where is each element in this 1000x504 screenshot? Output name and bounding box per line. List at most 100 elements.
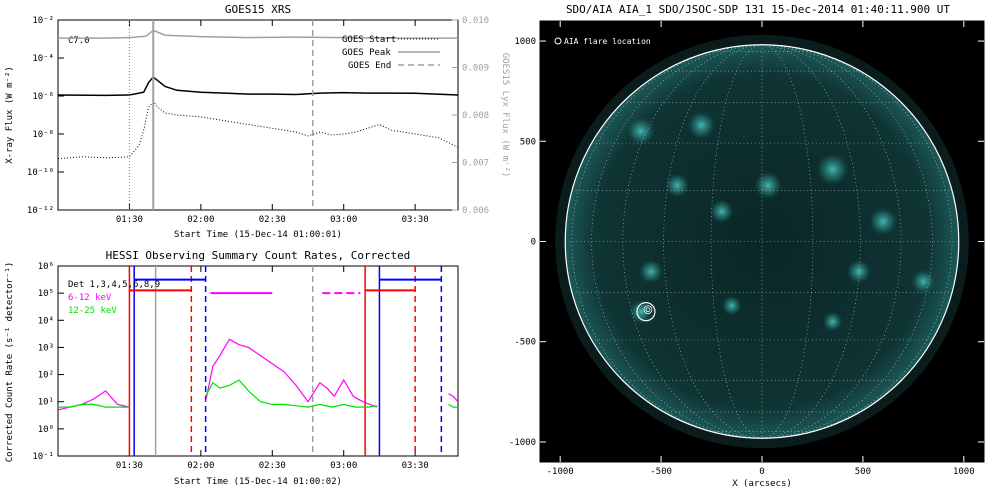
aia-active-region <box>665 173 690 198</box>
goes-axes: 01:30 02:00 02:30 03:00 03:30 10⁻² 10⁻⁴ 10⁻⁶ 10⁻… <box>27 16 489 225</box>
hessi-xtick-label: 03:00 <box>330 461 357 471</box>
aia-ytick-label: 500 <box>520 137 536 147</box>
aia-flare-contour <box>645 307 651 313</box>
aia-active-region <box>721 295 742 316</box>
hessi-xlabel: Start Time (15-Dec-14 01:00:02) <box>174 477 342 487</box>
goes-xtick-label: 03:00 <box>330 215 357 225</box>
goes-panel: GOES15 XRS X-ray Flux (W m⁻²) GOES15 Lyx… <box>5 3 510 240</box>
goes-xtick-label: 02:00 <box>187 215 214 225</box>
aia-panel: SDO/AIA AIA_1 SDO/JSOC-SDP 131 15-Dec-20… <box>509 0 1000 489</box>
hessi-xtick-label: 02:30 <box>259 461 286 471</box>
hessi-xtick-label: 02:00 <box>187 461 214 471</box>
hessi-ytick-label: 10⁵ <box>38 289 54 299</box>
hessi-ytick-label: 10¹ <box>38 398 54 408</box>
goes-ytick-right-label: 0.007 <box>462 159 489 169</box>
aia-active-region <box>638 259 664 284</box>
aia-limb <box>564 44 960 439</box>
goes-annotation: C7.0 <box>68 36 90 46</box>
goes-ytick-label: 10⁻² <box>32 16 54 26</box>
hessi-series-12-25-keV <box>205 379 378 408</box>
aia-flare-circle <box>636 302 656 322</box>
aia-grid-lon <box>710 44 763 439</box>
goes-xtick-label: 01:30 <box>116 215 143 225</box>
hessi-series-6-12-keV <box>448 393 458 403</box>
aia-active-region <box>868 207 898 236</box>
goes-ytick-right-label: 0.010 <box>462 16 489 26</box>
goes-xtick-label: 03:30 <box>402 215 429 225</box>
aia-legend-label: AIA flare location <box>564 37 651 46</box>
goes-plot-frame <box>57 19 459 211</box>
aia-legend: AIA flare location <box>554 37 651 46</box>
goes-ytick-label: 10⁻⁶ <box>32 92 54 102</box>
goes-markers <box>128 20 314 210</box>
aia-legend-marker <box>554 37 562 45</box>
hessi-xtick-label: 03:30 <box>402 461 429 471</box>
aia-ytick-label: 1000 <box>514 37 536 47</box>
hessi-legend-12-25: 12-25 keV <box>68 306 117 316</box>
hessi-ylabel: Corrected Count Rate (s⁻¹ detector⁻¹) <box>5 262 15 462</box>
hessi-series-12-25-keV <box>58 403 130 408</box>
aia-title-bg <box>520 0 1000 21</box>
hessi-xtick-label: 01:30 <box>116 461 143 471</box>
aia-active-region <box>911 269 936 294</box>
goes-legend-start: GOES Start <box>342 35 396 45</box>
aia-axes: -1000 -500 0 500 1000 1000 500 0 -500 -1000 <box>509 21 984 477</box>
goes-series-long <box>58 75 458 97</box>
aia-active-region <box>626 117 656 146</box>
hessi-legend-det: Det 1,3,4,5,6,8,9 <box>68 280 160 290</box>
goes-xlabel: Start Time (15-Dec-14 01:00:01) <box>174 230 342 240</box>
aia-xtick-label: -500 <box>650 467 672 477</box>
goes-legend-peak: GOES Peak <box>342 48 391 58</box>
hessi-ytick-label: 10⁶ <box>38 262 54 272</box>
goes-ytick-right-label: 0.006 <box>462 206 489 216</box>
goes-ytick-label: 10⁻⁴ <box>32 54 54 64</box>
goes-series-lyx <box>58 29 458 39</box>
aia-active-region <box>822 311 843 332</box>
hessi-legend-6-12: 6-12 keV <box>68 293 112 303</box>
hessi-ytick-label: 10⁰ <box>38 425 54 435</box>
aia-sun-disk <box>565 44 959 439</box>
hessi-panel: HESSI Observing Summary Count Rates, Cor… <box>5 249 459 487</box>
hessi-plot-frame <box>57 265 459 457</box>
hessi-markers <box>128 266 443 456</box>
hessi-series <box>58 338 458 411</box>
aia-ytick-label: -1000 <box>509 438 536 448</box>
goes-ytick-label: 10⁻¹² <box>27 206 54 216</box>
aia-active-region <box>709 199 734 224</box>
hessi-ytick-label: 10³ <box>38 343 54 353</box>
goes-legend: GOES Start GOES Peak GOES End <box>342 35 440 71</box>
goes-title: GOES15 XRS <box>225 3 291 16</box>
hessi-series-12-25-keV <box>448 403 458 408</box>
aia-ytick-label: 0 <box>531 238 536 248</box>
goes-series-short <box>58 100 458 160</box>
hessi-ytick-label: 10² <box>38 371 54 381</box>
hessi-legend: Det 1,3,4,5,6,8,9 6-12 keV 12-25 keV <box>68 280 160 316</box>
aia-active-region <box>816 153 849 186</box>
aia-xtick-label: 0 <box>759 467 764 477</box>
aia-ytick-label: -500 <box>514 338 536 348</box>
hessi-series-6-12-keV <box>205 338 378 408</box>
aia-xtick-label: -1000 <box>547 467 574 477</box>
goes-ytick-label: 10⁻⁸ <box>32 130 54 140</box>
aia-title: SDO/AIA AIA_1 SDO/JSOC-SDP 131 15-Dec-20… <box>566 3 950 16</box>
hessi-title: HESSI Observing Summary Count Rates, Cor… <box>106 249 411 262</box>
aia-xlabel: X (arcsecs) <box>732 479 792 489</box>
aia-active-region <box>753 171 783 200</box>
aia-xtick-label: 500 <box>855 467 871 477</box>
goes-xtick-label: 02:30 <box>259 215 286 225</box>
hessi-axes: 01:30 02:00 02:30 03:00 03:30 10⁶ 10⁵ 10⁴ 10³ 10²… <box>32 262 428 471</box>
goes-ytick-label: 10⁻¹⁰ <box>27 168 54 178</box>
aia-active-region <box>687 111 716 140</box>
aia-active-region <box>846 259 871 284</box>
hessi-ytick-label: 10⁻¹ <box>32 452 54 462</box>
goes-ytick-right-label: 0.008 <box>462 111 489 121</box>
aia-image <box>555 34 969 449</box>
goes-ytick-right-label: 0.009 <box>462 64 489 74</box>
goes-series <box>58 29 458 160</box>
goes-ylabel: X-ray Flux (W m⁻²) <box>5 66 15 164</box>
goes-legend-end: GOES End <box>348 61 391 71</box>
goes-ylabel-right: GOES15 Lyx Flux (W m⁻²) <box>500 53 510 178</box>
aia-xtick-label: 1000 <box>953 467 975 477</box>
